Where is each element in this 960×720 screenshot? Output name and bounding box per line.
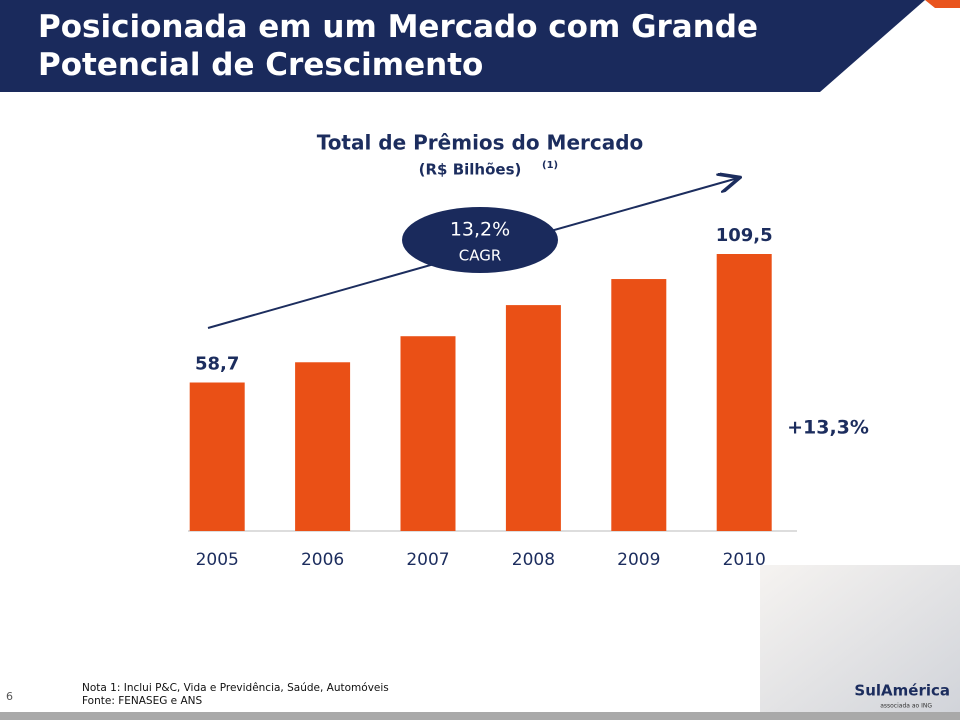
bar xyxy=(611,279,667,531)
bar xyxy=(189,382,245,531)
cagr-label: CAGR xyxy=(459,247,502,265)
note: Nota 1: Inclui P&C, Vida e Previdência, … xyxy=(82,682,389,694)
data-label: 58,7 xyxy=(195,354,239,375)
logo: SulAmérica xyxy=(854,682,950,700)
cagr-value: 13,2% xyxy=(450,219,510,241)
corner-accent xyxy=(925,0,960,8)
notes: Nota 1: Inclui P&C, Vida e Previdência, … xyxy=(82,682,389,708)
x-tick-label: 2007 xyxy=(406,550,449,570)
growth-label: +13,3% xyxy=(787,417,869,439)
chart-subtitle: (R$ Bilhões) xyxy=(419,161,522,179)
photo-placeholder xyxy=(760,565,960,715)
footnote-mark: (1) xyxy=(542,160,558,171)
data-label: 109,5 xyxy=(716,225,773,246)
bar xyxy=(295,362,351,531)
title-band xyxy=(0,0,925,92)
x-tick-label: 2009 xyxy=(617,550,660,570)
x-tick-label: 2008 xyxy=(512,550,555,570)
x-tick-label: 2005 xyxy=(196,550,239,570)
footer-bar xyxy=(0,712,960,720)
chart-title: Total de Prêmios do Mercado xyxy=(317,131,644,155)
slide-title: Posicionada em um Mercado com Grande Pot… xyxy=(38,9,759,83)
bar xyxy=(505,305,561,531)
source: Fonte: FENASEG e ANS xyxy=(82,695,203,707)
x-tick-label: 2006 xyxy=(301,550,344,570)
x-tick-label: 2010 xyxy=(723,550,766,570)
cagr-bubble xyxy=(402,207,558,273)
logo-tagline: associada ao ING xyxy=(880,703,932,710)
page-number: 6 xyxy=(6,690,13,703)
bar xyxy=(400,336,456,531)
bar xyxy=(716,254,772,531)
